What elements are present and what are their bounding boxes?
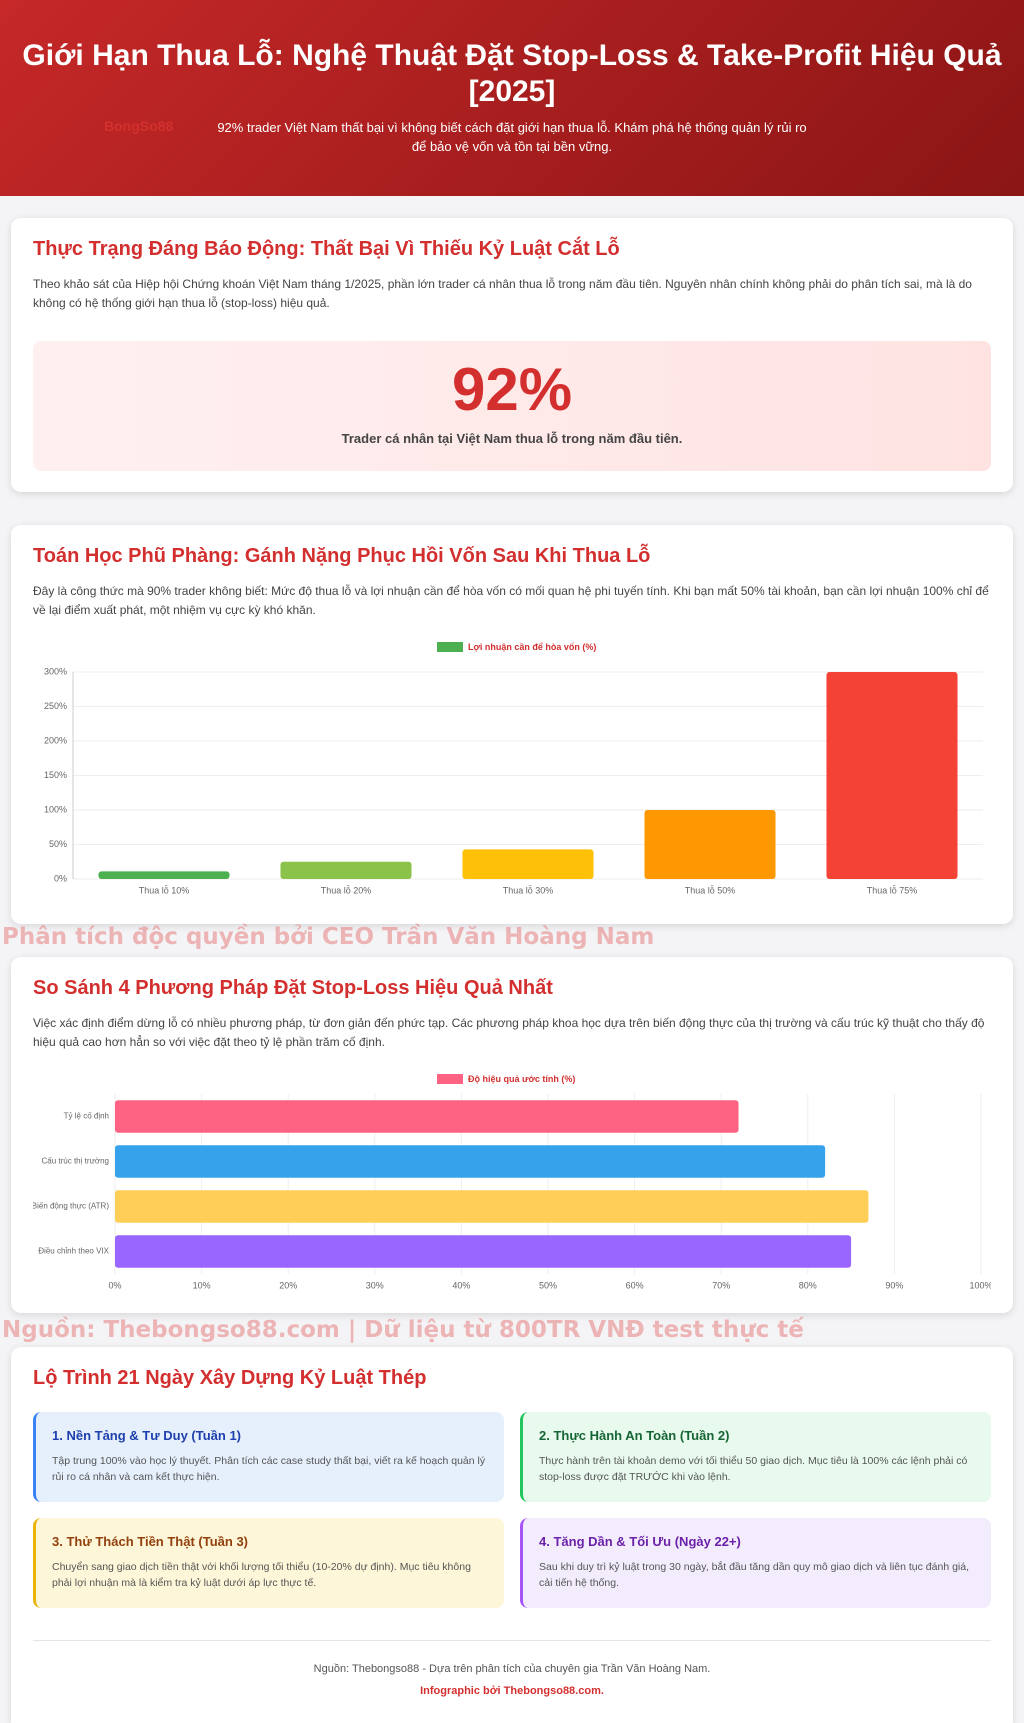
header: Giới Hạn Thua Lỗ: Nghệ Thuật Đặt Stop-Lo… bbox=[0, 0, 1024, 196]
step: 4. Tăng Dần & Tối Ưu (Ngày 22+) Sau khi d… bbox=[520, 1518, 991, 1608]
bar bbox=[115, 1145, 826, 1178]
footer-credit: Infographic bởi Thebongso88.com. bbox=[420, 1685, 604, 1697]
step: 2. Thực Hành An Toàn (Tuần 2) Thực hành t… bbox=[520, 1412, 991, 1502]
section-title: So Sánh 4 Phương Pháp Đặt Stop-Loss Hiệu… bbox=[33, 977, 553, 999]
section-text: Đây là công thức mà 90% trader không biế… bbox=[33, 584, 989, 617]
bar bbox=[826, 672, 958, 879]
step-title: 2. Thực Hành An Toàn (Tuần 2) bbox=[539, 1428, 730, 1443]
bar bbox=[115, 1235, 852, 1268]
legend-swatch bbox=[437, 642, 463, 652]
y-tick-label: 150% bbox=[44, 770, 67, 780]
y-tick-label: 100% bbox=[44, 804, 67, 814]
x-tick-label: 20% bbox=[279, 1280, 297, 1290]
roadmap-card: Lộ Trình 21 Ngày Xây Dựng Kỷ Luật Thép 1… bbox=[11, 1347, 1013, 1723]
legend-label: Lợi nhuận cần để hòa vốn (%) bbox=[468, 642, 596, 652]
logo: BongSo88 bbox=[104, 118, 174, 134]
chart-card: So Sánh 4 Phương Pháp Đặt Stop-Loss Hiệu… bbox=[11, 957, 1013, 1313]
step-text: Thực hành trên tài khoản demo với tối th… bbox=[539, 1455, 968, 1483]
subtitle: 92% trader Việt Nam thất bại vì không bi… bbox=[217, 120, 807, 154]
stat-box: 92% Trader cá nhân tại Việt Nam thua lỗ … bbox=[33, 341, 991, 471]
bar bbox=[115, 1100, 739, 1133]
y-tick-label: 300% bbox=[44, 666, 67, 676]
footer-source: Nguồn: Thebongso88 - Dựa trên phân tích … bbox=[313, 1663, 711, 1675]
step-title: 3. Thử Thách Tiền Thật (Tuần 3) bbox=[52, 1534, 248, 1549]
x-tick-label: Thua lỗ 50% bbox=[685, 885, 736, 895]
chart: Độ hiệu quả ước tính (%) 0% 10% 20% 30% 40% 50… bbox=[33, 1074, 991, 1291]
page-title: Giới Hạn Thua Lỗ: Nghệ Thuật Đặt Stop-Lo… bbox=[22, 39, 1002, 108]
x-tick-label: Thua lỗ 10% bbox=[139, 885, 190, 895]
watermark: Nguồn: Thebongso88.com | Dữ liệu từ 800T… bbox=[2, 1317, 804, 1343]
stat-number: 92% bbox=[451, 356, 573, 423]
y-tick-label: 0% bbox=[54, 873, 67, 883]
step: 3. Thử Thách Tiền Thật (Tuần 3) Chuyển sa… bbox=[33, 1518, 504, 1608]
x-tick-label: 70% bbox=[712, 1280, 730, 1290]
bar bbox=[98, 871, 230, 879]
section-title: Lộ Trình 21 Ngày Xây Dựng Kỷ Luật Thép bbox=[33, 1367, 427, 1389]
bar bbox=[280, 861, 412, 879]
y-tick-label: Tỷ lệ cố định bbox=[64, 1112, 109, 1121]
section-text: Theo khảo sát của Hiệp hội Chứng khoán V… bbox=[33, 277, 972, 310]
step: 1. Nền Tảng & Tư Duy (Tuần 1) Tập trung 1… bbox=[33, 1412, 504, 1502]
bar bbox=[115, 1190, 869, 1223]
x-tick-label: 10% bbox=[193, 1280, 211, 1290]
x-tick-label: 100% bbox=[969, 1280, 991, 1290]
step-text: Chuyển sang giao dịch tiền thật với khối… bbox=[52, 1561, 471, 1589]
watermark: Phân tích độc quyền bởi CEO Trần Văn Hoà… bbox=[2, 924, 655, 950]
step-title: 1. Nền Tảng & Tư Duy (Tuần 1) bbox=[52, 1428, 242, 1443]
legend-swatch bbox=[437, 1074, 463, 1084]
x-tick-label: Thua lỗ 20% bbox=[321, 885, 372, 895]
x-tick-label: 60% bbox=[626, 1280, 644, 1290]
section-title: Toán Học Phũ Phàng: Gánh Nặng Phục Hồi V… bbox=[33, 545, 651, 567]
section-title: Thực Trạng Đáng Báo Động: Thất Bại Vì Th… bbox=[33, 238, 620, 260]
x-tick-label: 80% bbox=[799, 1280, 817, 1290]
y-tick-label: Điều chỉnh theo VIX bbox=[38, 1247, 109, 1256]
bar bbox=[644, 810, 776, 879]
y-tick-label: 50% bbox=[49, 839, 67, 849]
x-tick-label: 40% bbox=[452, 1280, 470, 1290]
footer: Nguồn: Thebongso88 - Dựa trên phân tích … bbox=[33, 1640, 991, 1697]
x-tick-label: 50% bbox=[539, 1280, 557, 1290]
step-text: Tập trung 100% vào học lý thuyết. Phân t… bbox=[52, 1455, 486, 1483]
y-tick-label: 200% bbox=[44, 735, 67, 745]
x-tick-label: 90% bbox=[885, 1280, 903, 1290]
x-tick-label: 30% bbox=[366, 1280, 384, 1290]
y-tick-label: 250% bbox=[44, 701, 67, 711]
step-text: Sau khi duy trì kỷ luật trong 30 ngày, b… bbox=[539, 1561, 970, 1589]
stat-caption: Trader cá nhân tại Việt Nam thua lỗ tron… bbox=[341, 431, 683, 446]
section-text: Việc xác định điểm dừng lỗ có nhiều phươ… bbox=[33, 1016, 985, 1049]
x-tick-label: Thua lỗ 75% bbox=[867, 885, 918, 895]
x-tick-label: Thua lỗ 30% bbox=[503, 885, 554, 895]
y-tick-label: Biến động thực (ATR) bbox=[33, 1202, 109, 1211]
legend-label: Độ hiệu quả ước tính (%) bbox=[468, 1074, 575, 1084]
step-title: 4. Tăng Dần & Tối Ưu (Ngày 22+) bbox=[539, 1534, 741, 1549]
y-tick-label: Cấu trúc thị trường bbox=[41, 1157, 109, 1166]
x-tick-label: 0% bbox=[108, 1280, 121, 1290]
bar bbox=[462, 849, 594, 879]
stat-card: Thực Trạng Đáng Báo Động: Thất Bại Vì Th… bbox=[11, 218, 1013, 492]
chart-card: Toán Học Phũ Phàng: Gánh Nặng Phục Hồi V… bbox=[11, 525, 1013, 924]
chart: Lợi nhuận cần để hòa vốn (%) 0% 50% 100% 150… bbox=[44, 642, 983, 895]
